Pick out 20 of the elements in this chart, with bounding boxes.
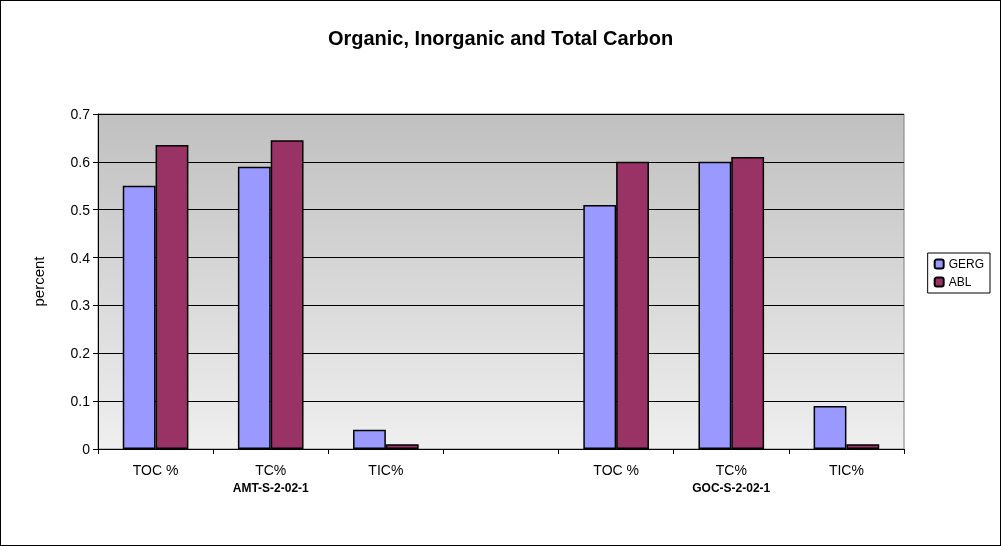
y-tick-label: 0.7: [70, 106, 91, 122]
y-tick-label: 0.2: [70, 345, 91, 362]
x-tick-label: TIC%: [368, 462, 404, 478]
legend-label: GERG: [948, 257, 985, 271]
x-tick-label: TOC %: [132, 462, 179, 478]
text: GOC-S-2-02-1: [692, 481, 771, 495]
x-tick-label: TC%: [715, 462, 747, 478]
text: AMT-S-2-02-1: [232, 481, 310, 495]
y-tick-label: 0: [82, 441, 91, 457]
x-tick-label: TOC %: [593, 462, 639, 478]
y-tick-label: 0.3: [70, 297, 91, 314]
y-tick-label: 0.4: [70, 249, 91, 266]
legend-label: ABL: [948, 275, 972, 289]
y-axis-title: percent: [30, 255, 47, 307]
chart-title: Organic, Inorganic and Total Carbon: [327, 27, 674, 49]
x-tick-label: TIC%: [828, 462, 864, 478]
y-tick-label: 0.5: [70, 201, 91, 218]
y-tick-label: 0.6: [70, 153, 91, 170]
x-tick-label: TC%: [255, 462, 287, 478]
y-tick-label: 0.1: [70, 393, 91, 410]
